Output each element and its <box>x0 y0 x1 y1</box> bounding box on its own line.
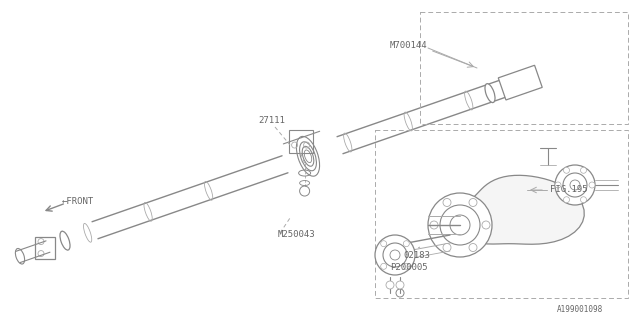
Polygon shape <box>455 175 584 244</box>
Text: M250043: M250043 <box>278 230 316 239</box>
Circle shape <box>386 281 394 289</box>
Circle shape <box>580 197 586 203</box>
Circle shape <box>555 165 595 205</box>
Circle shape <box>430 221 438 229</box>
Circle shape <box>555 182 561 188</box>
Text: 02183: 02183 <box>403 251 430 260</box>
Circle shape <box>469 244 477 252</box>
Circle shape <box>443 244 451 252</box>
Circle shape <box>580 167 586 173</box>
Circle shape <box>469 198 477 206</box>
Circle shape <box>563 197 570 203</box>
Circle shape <box>375 235 415 275</box>
Circle shape <box>428 193 492 257</box>
Circle shape <box>381 241 387 247</box>
Circle shape <box>589 182 595 188</box>
Text: M700144: M700144 <box>390 41 428 50</box>
Circle shape <box>403 241 410 247</box>
Circle shape <box>403 263 410 269</box>
Text: FIG.195: FIG.195 <box>550 185 588 194</box>
Bar <box>375 130 628 298</box>
Text: 27111: 27111 <box>258 116 285 125</box>
Circle shape <box>482 221 490 229</box>
Ellipse shape <box>485 84 495 103</box>
Circle shape <box>381 263 387 269</box>
Text: ←FRONT: ←FRONT <box>62 197 94 206</box>
Circle shape <box>563 167 570 173</box>
Text: A199001098: A199001098 <box>557 305 604 314</box>
Bar <box>420 12 628 124</box>
Bar <box>35 236 55 259</box>
Circle shape <box>443 198 451 206</box>
Text: P200005: P200005 <box>390 263 428 272</box>
Polygon shape <box>499 65 542 100</box>
Circle shape <box>396 281 404 289</box>
